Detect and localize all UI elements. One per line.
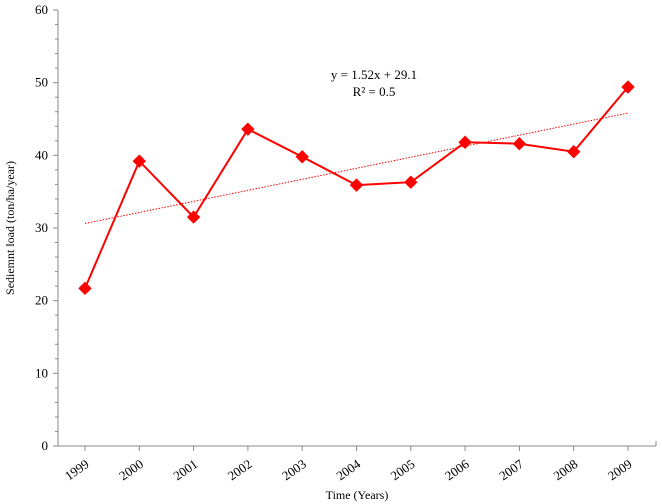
- x-tick-label: 2001: [170, 456, 200, 483]
- x-tick-label: 2002: [225, 456, 255, 483]
- x-tick-label: 2008: [551, 456, 581, 483]
- x-tick-label: 2007: [496, 456, 526, 483]
- x-tick-label: 2006: [442, 456, 472, 483]
- x-tick-label: 2005: [388, 456, 418, 483]
- data-point: [241, 122, 255, 136]
- y-tick-label: 0: [42, 438, 49, 453]
- y-axis-title: Sediemnt load (ton/ha/year): [3, 161, 17, 295]
- data-point: [566, 144, 581, 159]
- x-axis-title: Time (Years): [326, 488, 389, 502]
- data-point: [512, 136, 527, 151]
- y-tick-label: 20: [35, 293, 48, 308]
- series-group: [78, 80, 635, 296]
- data-point: [132, 154, 147, 168]
- data-point: [186, 210, 201, 224]
- y-tick-label: 40: [35, 147, 48, 162]
- x-tick-label: 2009: [605, 456, 635, 483]
- y-tick-label: 50: [35, 75, 48, 90]
- x-tick-label: 1999: [62, 456, 92, 483]
- x-tick-label: 2004: [333, 456, 363, 483]
- x-tick-label: 2000: [116, 456, 146, 483]
- trendline-r-squared: R² = 0.5: [353, 84, 396, 99]
- y-tick-label: 30: [35, 220, 48, 235]
- data-point: [458, 135, 472, 149]
- data-point: [404, 175, 418, 189]
- data-point: [78, 281, 92, 296]
- trendline: [84, 112, 629, 224]
- trendline-group: [84, 112, 629, 224]
- y-tick-label: 10: [35, 365, 48, 380]
- x-tick-label: 2003: [279, 456, 309, 483]
- trendline-equation: y = 1.52x + 29.1: [331, 67, 417, 82]
- data-point: [295, 150, 309, 164]
- y-tick-label: 60: [35, 2, 48, 17]
- data-point: [349, 178, 364, 192]
- data-point: [621, 80, 635, 94]
